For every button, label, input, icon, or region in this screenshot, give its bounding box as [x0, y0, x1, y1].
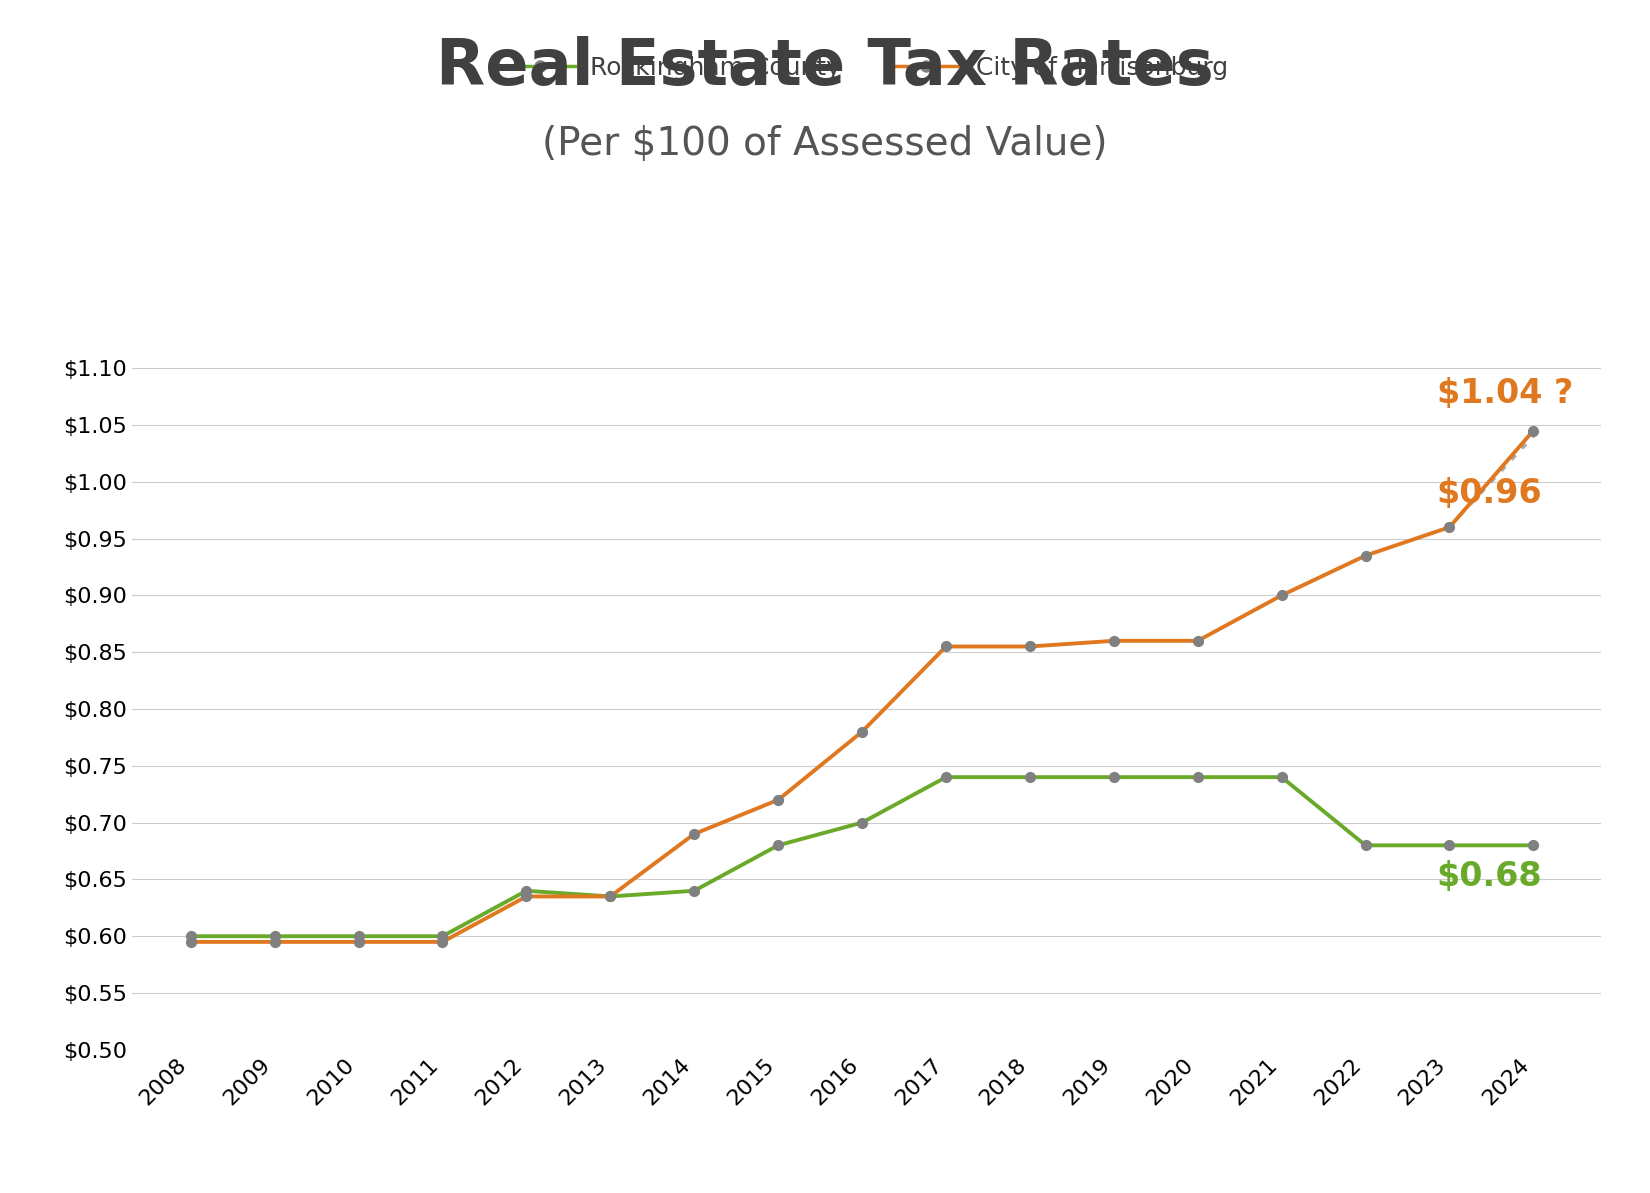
Point: [1436, 836, 1462, 855]
Point: [178, 927, 205, 946]
Point: [597, 886, 624, 905]
Point: [1101, 767, 1127, 786]
Point: [429, 927, 455, 946]
Point: [681, 824, 708, 843]
Text: $0.96: $0.96: [1437, 477, 1543, 511]
Text: $0.68: $0.68: [1437, 860, 1543, 894]
Legend: Rockingham County, City of Harrisonburg: Rockingham County, City of Harrisonburg: [495, 45, 1238, 89]
Point: [261, 927, 287, 946]
Point: [1016, 637, 1043, 656]
Text: Real Estate Tax Rates: Real Estate Tax Rates: [436, 36, 1214, 98]
Point: [1101, 631, 1127, 650]
Point: [1269, 586, 1295, 605]
Point: [766, 790, 792, 809]
Point: [1185, 631, 1211, 650]
Point: [681, 882, 708, 901]
Text: $1.04 ?: $1.04 ?: [1437, 377, 1572, 410]
Point: [597, 886, 624, 905]
Point: [1269, 767, 1295, 786]
Point: [178, 933, 205, 952]
Point: [848, 814, 874, 833]
Text: (Per $100 of Assessed Value): (Per $100 of Assessed Value): [543, 125, 1107, 163]
Point: [932, 637, 959, 656]
Point: [261, 933, 287, 952]
Point: [1436, 518, 1462, 537]
Point: [429, 933, 455, 952]
Point: [766, 836, 792, 855]
Point: [848, 722, 874, 741]
Point: [932, 767, 959, 786]
Point: [1520, 421, 1546, 440]
Point: [513, 886, 540, 905]
Point: [345, 933, 371, 952]
Point: [1185, 767, 1211, 786]
Point: [345, 927, 371, 946]
Point: [513, 882, 540, 901]
Point: [1353, 546, 1379, 565]
Point: [1520, 836, 1546, 855]
Point: [1016, 767, 1043, 786]
Point: [1353, 836, 1379, 855]
